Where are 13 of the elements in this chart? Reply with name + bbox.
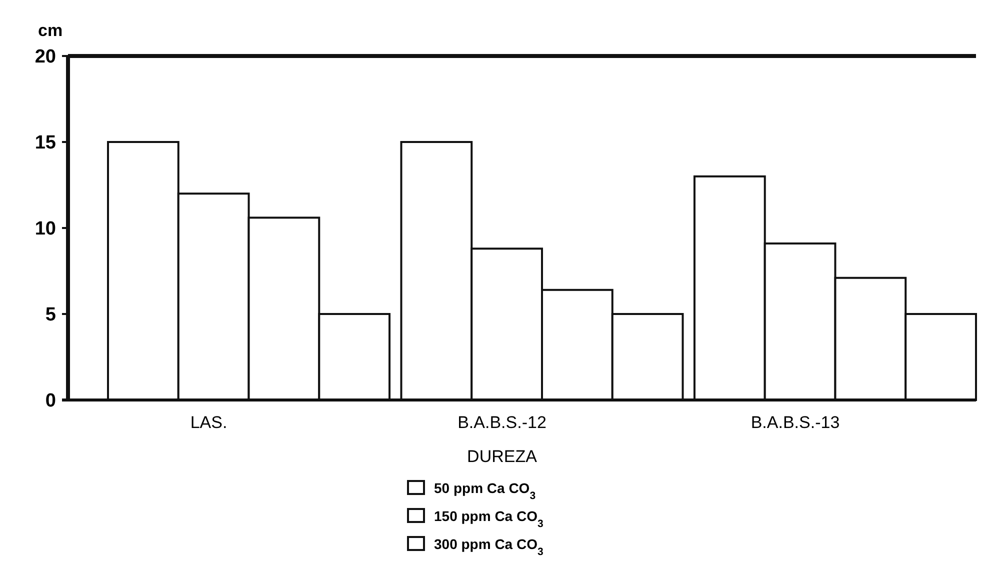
y-tick-label: 5 xyxy=(45,304,56,326)
y-tick-label: 10 xyxy=(34,218,56,240)
y-tick-label: 20 xyxy=(34,46,56,68)
x-tick-label: B.A.B.S.-12 xyxy=(458,413,546,432)
y-tick-label: 15 xyxy=(34,132,56,154)
x-axis-title: DUREZA xyxy=(467,447,538,466)
x-tick-label: B.A.B.S.-13 xyxy=(750,413,840,432)
y-tick-label: 0 xyxy=(45,390,56,412)
y-axis-title: cm xyxy=(38,21,63,40)
x-tick-label: LAS. xyxy=(190,413,228,432)
legend-label: 300 ppm Ca CO$_{3}$ xyxy=(434,536,544,558)
legend-label: 150 ppm Ca CO$_{3}$ xyxy=(434,508,544,530)
legend-label: 50 ppm Ca CO$_{3}$ xyxy=(434,480,536,502)
